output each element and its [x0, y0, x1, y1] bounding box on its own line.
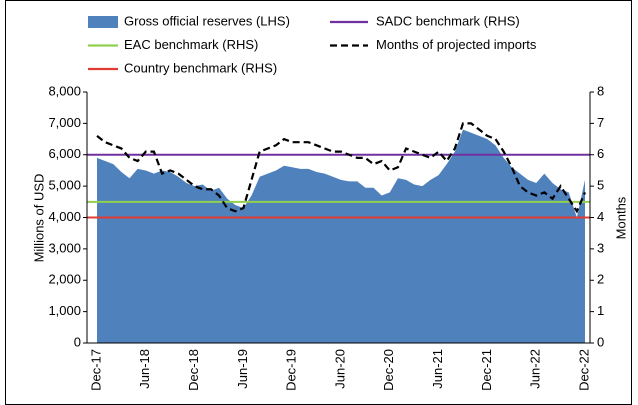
- y2-tick-label: 2: [597, 272, 604, 287]
- y-tick-label: 5,000: [48, 178, 81, 193]
- y2-tick-label: 4: [597, 209, 604, 224]
- legend-label: Country benchmark (RHS): [124, 60, 277, 75]
- legend-label: SADC benchmark (RHS): [376, 13, 520, 28]
- x-tick-label: Jun-18: [137, 349, 152, 389]
- y-tick-label: 4,000: [48, 209, 81, 224]
- y-tick-label: 7,000: [48, 115, 81, 130]
- y2-tick-label: 0: [597, 334, 604, 349]
- x-tick-label: Dec-22: [576, 349, 591, 391]
- x-tick-label: Dec-18: [186, 349, 201, 391]
- y-tick-label: 1,000: [48, 303, 81, 318]
- y2-tick-label: 6: [597, 146, 604, 161]
- y-tick-label: 3,000: [48, 240, 81, 255]
- y-axis-title: Millions of USD: [31, 174, 46, 263]
- y2-axis-title: Months: [613, 196, 628, 239]
- x-tick-label: Dec-17: [88, 349, 103, 391]
- y-tick-label: 2,000: [48, 272, 81, 287]
- legend-swatch: [88, 16, 118, 28]
- x-tick-label: Dec-20: [381, 349, 396, 391]
- y2-tick-label: 8: [597, 83, 604, 98]
- legend-label: Gross official reserves (LHS): [124, 13, 290, 28]
- x-tick-label: Jun-19: [235, 349, 250, 389]
- x-tick-label: Jun-22: [528, 349, 543, 389]
- x-tick-label: Dec-21: [479, 349, 494, 391]
- y2-tick-label: 5: [597, 178, 604, 193]
- y2-tick-label: 3: [597, 240, 604, 255]
- x-tick-label: Jun-20: [332, 349, 347, 389]
- y2-tick-label: 7: [597, 115, 604, 130]
- legend-label: Months of projected imports: [376, 37, 537, 52]
- line: [96, 122, 587, 214]
- y-tick-label: 6,000: [48, 146, 81, 161]
- y2-tick-label: 1: [597, 303, 604, 318]
- legend-label: EAC benchmark (RHS): [124, 37, 258, 52]
- y-tick-label: 8,000: [48, 83, 81, 98]
- x-tick-label: Jun-21: [430, 349, 445, 389]
- area: [97, 129, 585, 343]
- y-tick-label: 0: [74, 334, 81, 349]
- x-tick-label: Dec-19: [284, 349, 299, 391]
